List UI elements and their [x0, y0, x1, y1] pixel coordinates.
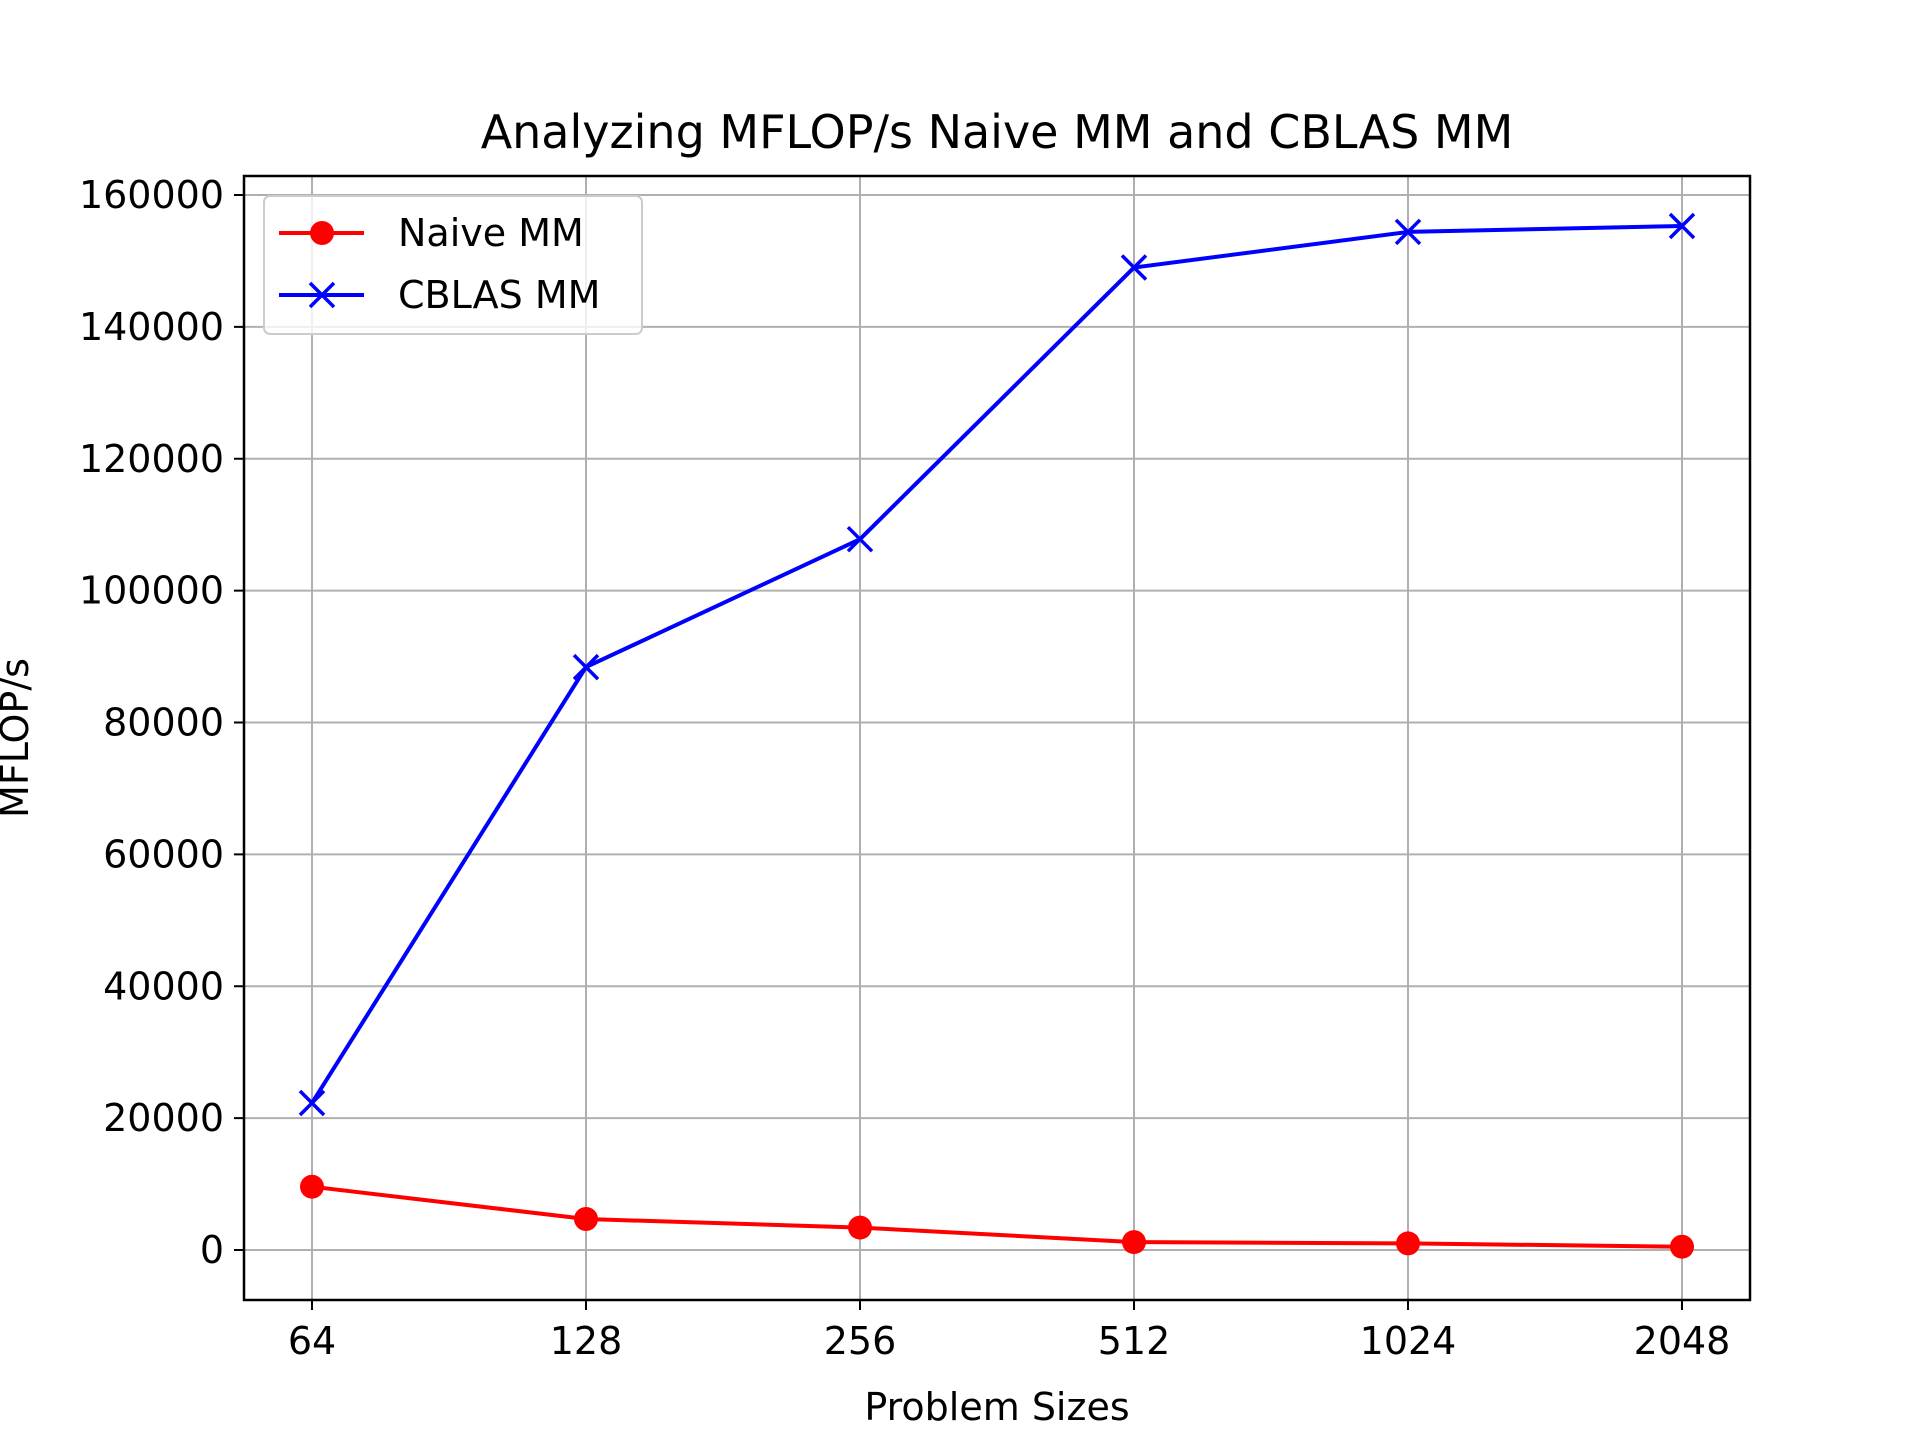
series-line-naive-mm: [311, 1184, 1683, 1249]
x-tick-label: 1024: [1360, 1319, 1457, 1363]
y-axis: 0 20000 40000 60000 80000 100000 120000 140000 1…: [79, 173, 244, 1272]
data-point-naive-mm: [848, 1215, 872, 1240]
x-tick-label: 128: [550, 1319, 623, 1363]
y-tick-label: 0: [200, 1228, 224, 1272]
legend-marker-cblas: [308, 281, 336, 309]
series-line-cblas-mm: [310, 223, 1683, 1105]
y-tick-label: 40000: [103, 964, 224, 1008]
data-point-cblas-mm: [846, 525, 874, 553]
series-naive-mm: [300, 1174, 1694, 1259]
y-axis-label: MFLOP/s: [0, 658, 37, 818]
y-tick-label: 140000: [79, 305, 224, 349]
x-axis-label: Problem Sizes: [864, 1385, 1129, 1429]
x-tick-label: 64: [288, 1319, 336, 1363]
data-point-cblas-mm: [572, 653, 600, 681]
legend: Naive MM CBLAS MM: [263, 195, 643, 335]
data-point-cblas-mm: [298, 1089, 326, 1117]
y-tick-label: 60000: [103, 832, 224, 876]
x-tick-label: 512: [1098, 1319, 1171, 1363]
y-tick-label: 20000: [103, 1096, 224, 1140]
legend-box: [263, 195, 643, 335]
y-tick-label: 160000: [79, 173, 224, 217]
x-tick-label: 256: [824, 1319, 897, 1363]
x-axis: 64 128 256 512 1024 2048: [288, 1300, 1731, 1363]
y-tick-label: 120000: [79, 437, 224, 481]
data-point-naive-mm: [1122, 1230, 1146, 1255]
series-layer: [298, 212, 1696, 1259]
legend-label-cblas: CBLAS MM: [398, 273, 600, 317]
data-point-naive-mm: [574, 1207, 598, 1232]
data-point-cblas-mm: [1120, 254, 1148, 281]
y-tick-label: 100000: [79, 569, 224, 613]
chart-title: Analyzing MFLOP/s Naive MM and CBLAS MM: [481, 105, 1514, 159]
data-point-naive-mm: [300, 1174, 324, 1199]
data-point-cblas-mm: [1668, 212, 1696, 240]
data-point-naive-mm: [1396, 1231, 1420, 1256]
legend-marker-naive: [310, 221, 334, 245]
data-point-cblas-mm: [1394, 218, 1422, 246]
legend-label-naive: Naive MM: [398, 211, 584, 255]
plot-frame: [242, 174, 1752, 1302]
y-tick-label: 80000: [103, 701, 224, 745]
x-tick-label: 2048: [1634, 1319, 1731, 1363]
data-point-naive-mm: [1670, 1234, 1694, 1259]
series-cblas-mm: [298, 212, 1696, 1117]
